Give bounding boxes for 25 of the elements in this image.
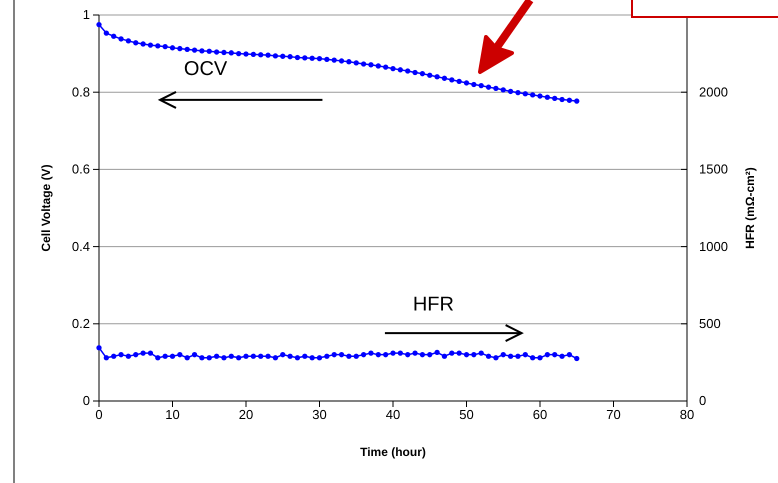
x-tick-label: 20: [238, 407, 254, 422]
y-tick-label: 1: [82, 7, 90, 22]
x-tick-label: 70: [606, 407, 621, 422]
y2-axis-title: HFR (mΩ-cm²): [743, 167, 757, 249]
x-tick-label: 30: [312, 407, 327, 422]
series-label: HFR: [412, 293, 454, 316]
y-tick-label: 0.4: [72, 238, 90, 254]
series-label: OCV: [184, 58, 228, 80]
x-tick-label: 0: [95, 407, 103, 422]
y-axis-title: Cell Voltage (V): [39, 164, 53, 252]
y2-tick-label: 1000: [699, 238, 728, 254]
y2-tick-label: 500: [699, 316, 721, 331]
y2-tick-label: 0: [699, 393, 706, 408]
x-tick-label: 10: [165, 407, 180, 422]
y-tick-label: 0.2: [72, 316, 90, 331]
x-axis-title: Time (hour): [360, 445, 426, 459]
x-tick-label: 40: [386, 407, 400, 422]
y-tick-label: 0.8: [72, 84, 90, 100]
y-tick-label: 0.6: [72, 162, 90, 177]
x-tick-label: 50: [459, 407, 474, 422]
x-tick-label: 80: [680, 407, 694, 422]
y2-tick-label: 2000: [699, 84, 728, 100]
y-tick-label: 0: [82, 393, 90, 408]
x-tick-label: 60: [532, 407, 548, 422]
y2-tick-label: 1500: [699, 162, 728, 177]
